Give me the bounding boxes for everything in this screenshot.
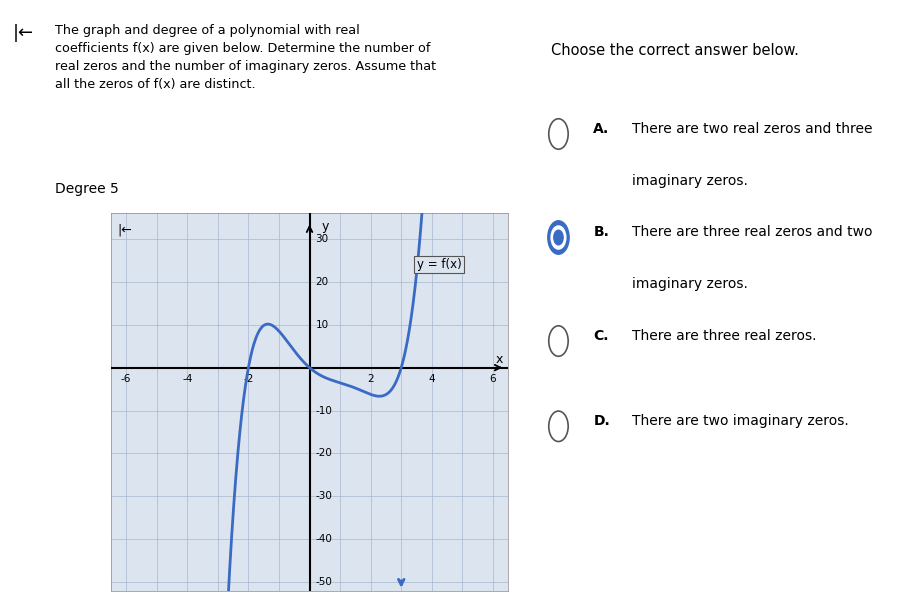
Text: |←: |←	[117, 224, 132, 237]
Text: -4: -4	[182, 374, 192, 384]
Text: -50: -50	[316, 577, 333, 587]
Ellipse shape	[553, 230, 563, 245]
Text: There are three real zeros.: There are three real zeros.	[632, 329, 817, 343]
Text: There are two real zeros and three: There are two real zeros and three	[632, 122, 872, 136]
Text: A.: A.	[593, 122, 610, 136]
Text: Choose the correct answer below.: Choose the correct answer below.	[551, 43, 798, 58]
Text: -6: -6	[121, 374, 131, 384]
Text: B.: B.	[593, 225, 609, 239]
Text: y: y	[322, 219, 329, 233]
Text: Degree 5: Degree 5	[55, 182, 119, 195]
Text: y = f(x): y = f(x)	[417, 258, 461, 271]
Text: 30: 30	[316, 234, 329, 244]
Text: x: x	[495, 353, 503, 367]
Text: 6: 6	[490, 374, 496, 384]
Ellipse shape	[551, 226, 565, 249]
Text: -20: -20	[316, 448, 333, 459]
Text: There are three real zeros and two: There are three real zeros and two	[632, 225, 872, 239]
Text: imaginary zeros.: imaginary zeros.	[632, 174, 748, 188]
Ellipse shape	[548, 221, 569, 255]
Text: -30: -30	[316, 491, 333, 501]
Text: C.: C.	[593, 329, 609, 343]
Text: The graph and degree of a polynomial with real
coefficients f(x) are given below: The graph and degree of a polynomial wit…	[55, 24, 436, 91]
Text: 2: 2	[368, 374, 374, 384]
Text: D.: D.	[593, 414, 610, 428]
Text: -2: -2	[243, 374, 253, 384]
Text: imaginary zeros.: imaginary zeros.	[632, 277, 748, 291]
Text: 10: 10	[316, 320, 329, 329]
Text: 4: 4	[429, 374, 435, 384]
Text: |←: |←	[13, 24, 33, 43]
Text: There are two imaginary zeros.: There are two imaginary zeros.	[632, 414, 849, 428]
Text: 20: 20	[316, 277, 329, 287]
Text: -40: -40	[316, 534, 333, 544]
Text: -10: -10	[316, 406, 333, 415]
